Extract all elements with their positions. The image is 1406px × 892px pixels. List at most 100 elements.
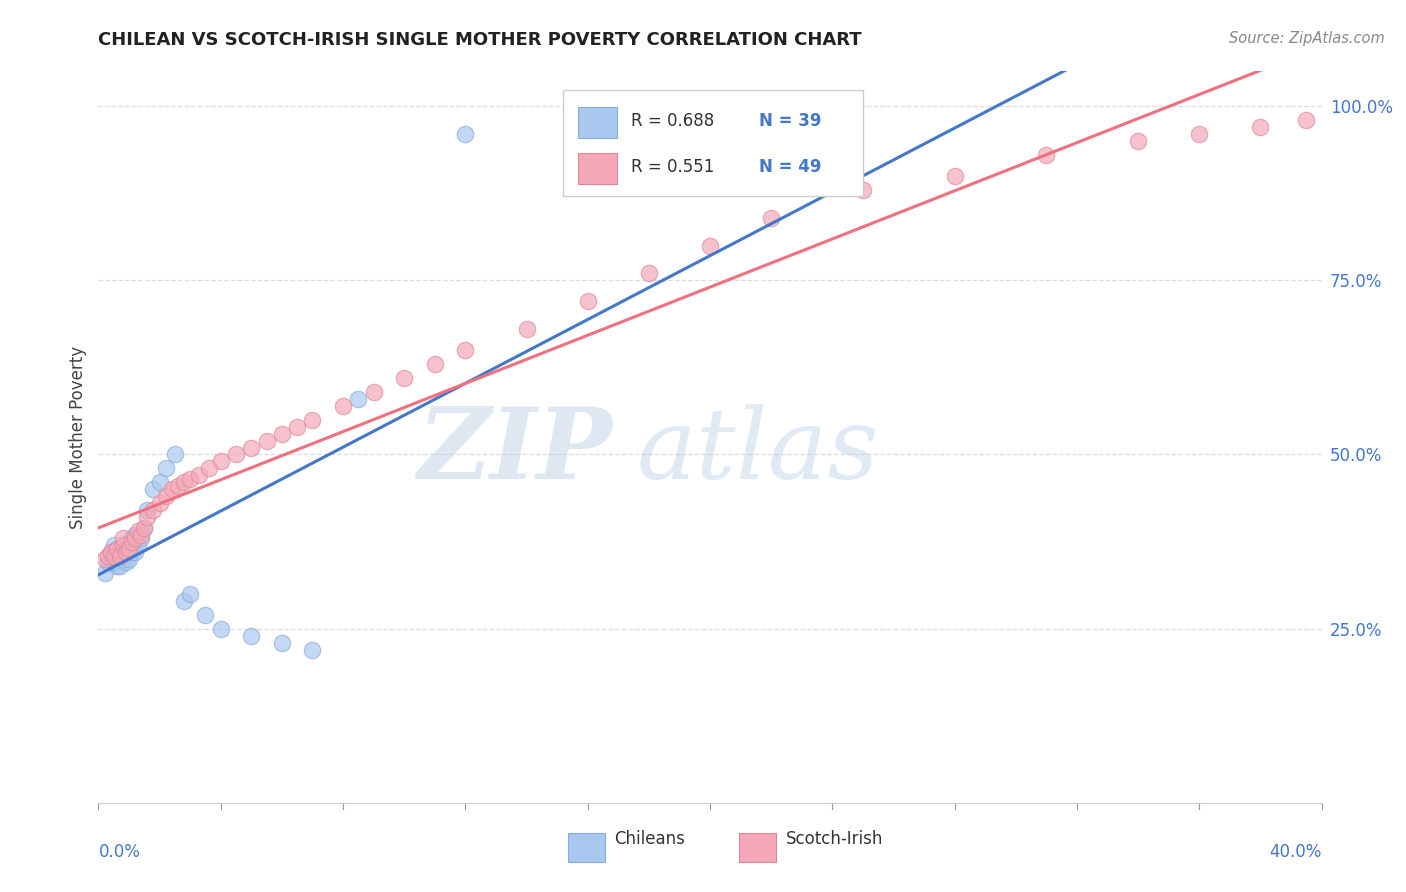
Point (142, 483, 165, 497)
Point (97, 556, 120, 570)
Point (179, 472, 201, 486)
Point (1128, 134, 1150, 148)
Point (115, 545, 138, 559)
FancyBboxPatch shape (578, 153, 617, 184)
Text: N = 49: N = 49 (759, 159, 821, 177)
Point (943, 169, 966, 183)
Point (105, 549, 128, 563)
Text: ZIP: ZIP (418, 403, 612, 500)
Point (1035, 148, 1057, 162)
FancyBboxPatch shape (564, 90, 863, 195)
Point (225, 448, 247, 462)
Point (124, 527, 146, 541)
Point (363, 384, 385, 399)
Point (127, 524, 149, 538)
Point (127, 538, 149, 552)
Point (100, 545, 122, 559)
Point (759, 211, 782, 225)
Point (188, 468, 211, 483)
Point (129, 527, 152, 541)
Point (163, 448, 186, 462)
Point (332, 399, 354, 413)
Point (103, 549, 125, 563)
Point (637, 266, 661, 280)
FancyBboxPatch shape (578, 107, 617, 137)
Point (100, 552, 122, 566)
Text: Scotch-Irish: Scotch-Irish (786, 830, 883, 848)
Point (347, 392, 370, 406)
Point (115, 556, 138, 570)
Point (105, 541, 128, 556)
Y-axis label: Single Mother Poverty: Single Mother Poverty (69, 345, 87, 529)
Point (103, 556, 125, 570)
Point (167, 479, 190, 493)
Point (103, 538, 125, 552)
Point (149, 475, 172, 490)
Point (179, 587, 201, 601)
Point (155, 461, 177, 475)
Point (423, 357, 446, 371)
Point (240, 629, 263, 643)
Point (285, 419, 308, 434)
Point (118, 534, 141, 549)
Point (108, 549, 131, 563)
Point (111, 538, 134, 552)
Text: CHILEAN VS SCOTCH-IRISH SINGLE MOTHER POVERTY CORRELATION CHART: CHILEAN VS SCOTCH-IRISH SINGLE MOTHER PO… (98, 31, 862, 49)
Point (576, 294, 599, 309)
Point (173, 475, 195, 490)
Text: Source: ZipAtlas.com: Source: ZipAtlas.com (1229, 31, 1385, 46)
Point (118, 541, 141, 556)
Point (124, 545, 146, 559)
Point (270, 635, 292, 649)
Point (108, 545, 131, 559)
Point (93, 566, 115, 580)
Point (115, 545, 138, 559)
Point (240, 441, 263, 455)
Point (108, 558, 131, 573)
FancyBboxPatch shape (568, 833, 605, 862)
Point (136, 510, 159, 524)
Point (105, 541, 128, 556)
Point (516, 322, 538, 336)
Point (103, 549, 125, 563)
Point (111, 552, 134, 566)
Text: Chileans: Chileans (614, 830, 686, 848)
Point (149, 496, 172, 510)
Point (1188, 127, 1211, 141)
Point (118, 552, 141, 566)
Text: R = 0.551: R = 0.551 (630, 159, 714, 177)
Text: N = 39: N = 39 (759, 112, 821, 130)
Point (209, 622, 232, 636)
Point (173, 594, 195, 608)
Point (155, 489, 177, 503)
Point (852, 183, 875, 197)
Point (454, 343, 477, 357)
Point (97, 549, 120, 563)
Point (454, 127, 477, 141)
Text: 0.0%: 0.0% (98, 843, 141, 861)
Point (270, 426, 292, 441)
Point (111, 531, 134, 545)
Point (111, 538, 134, 552)
Point (699, 238, 721, 252)
Point (392, 371, 416, 385)
Point (301, 412, 323, 426)
Point (121, 531, 143, 545)
Point (194, 607, 217, 622)
Point (1249, 120, 1271, 134)
Point (136, 503, 159, 517)
Point (142, 503, 165, 517)
Point (160, 483, 183, 497)
Text: 40.0%: 40.0% (1270, 843, 1322, 861)
Point (105, 558, 128, 573)
Point (129, 531, 152, 545)
Point (121, 545, 143, 559)
Text: R = 0.688: R = 0.688 (630, 112, 714, 130)
Point (121, 534, 143, 549)
Point (301, 642, 323, 657)
Point (124, 531, 146, 545)
Point (1295, 113, 1317, 128)
Point (209, 454, 232, 468)
Text: atlas: atlas (637, 404, 879, 500)
Point (134, 521, 156, 535)
